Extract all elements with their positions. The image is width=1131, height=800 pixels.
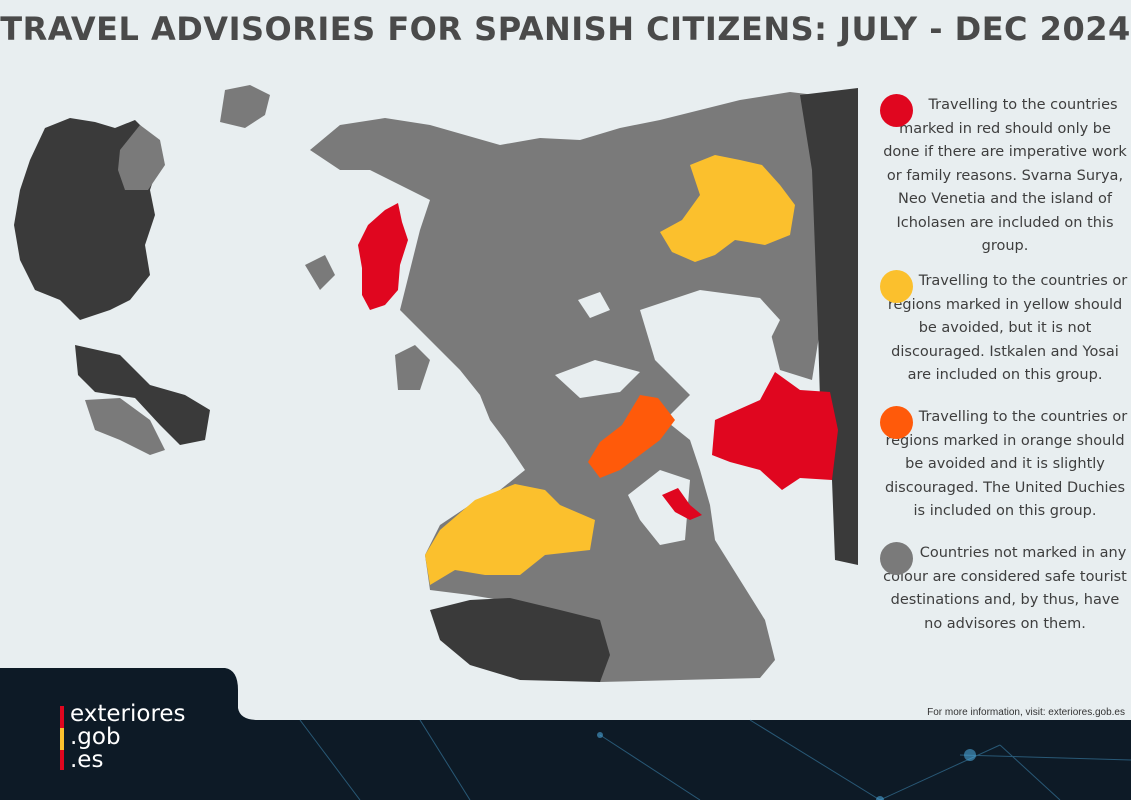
legend-item-yellow: Travelling to the countries or regions m…: [880, 270, 1130, 388]
logo-line-1: exteriores: [70, 701, 186, 727]
page-title: TRAVEL ADVISORIES FOR SPANISH CITIZENS: …: [0, 10, 1131, 48]
logo-red-line-2: [60, 750, 64, 770]
footer-network: [0, 668, 1131, 800]
orange-dot-icon: [880, 406, 913, 439]
logo-red-line: [60, 706, 64, 728]
red-dot-icon: [880, 94, 913, 127]
logo-line-3: .es: [70, 747, 104, 773]
legend-item-grey: Countries not marked in any colour are c…: [880, 542, 1130, 636]
logo-line-2: .gob: [70, 724, 121, 750]
legend-item-orange: Travelling to the countries or regions m…: [880, 406, 1130, 524]
logo-yellow-line: [60, 728, 64, 750]
legend-text-grey: Countries not marked in any colour are c…: [883, 545, 1127, 632]
legend-item-red: Travelling to the countries marked in re…: [880, 94, 1130, 259]
info-text: For more information, visit: exteriores.…: [927, 707, 1125, 718]
yellow-dot-icon: [880, 270, 913, 303]
yellow-regions: [425, 155, 795, 585]
grey-dot-icon: [880, 542, 913, 575]
red-regions: [358, 203, 838, 520]
legend-text-yellow: Travelling to the countries or regions m…: [887, 273, 1128, 383]
legend-text-orange: Travelling to the countries or regions m…: [884, 409, 1128, 519]
western-continent: [14, 85, 270, 455]
orange-regions: [588, 395, 675, 478]
legend-text-red: Travelling to the countries marked in re…: [883, 97, 1127, 254]
